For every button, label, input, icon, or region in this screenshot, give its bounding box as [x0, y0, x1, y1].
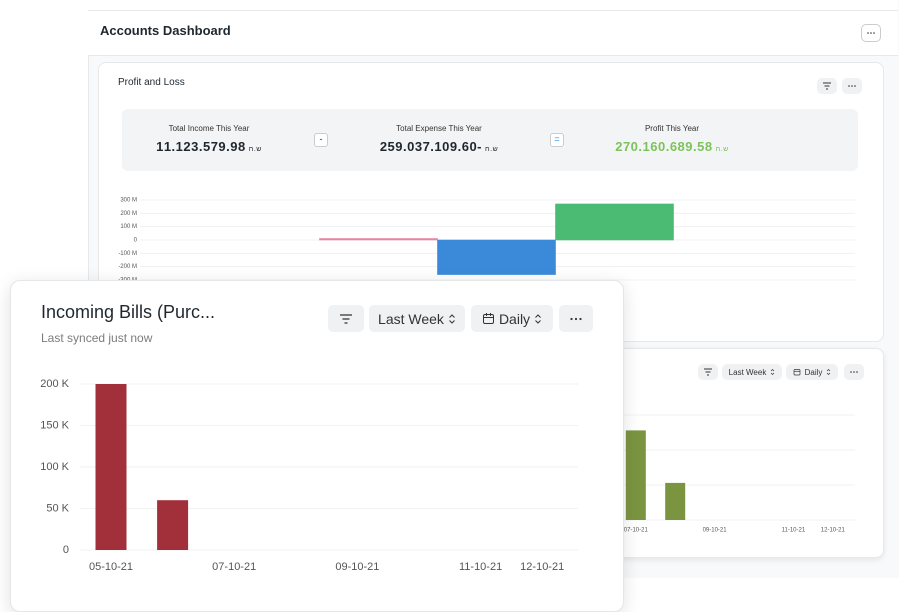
range-text: Last Week [728, 367, 767, 377]
y-tick-label: 300 M [120, 198, 137, 204]
calendar-icon [482, 313, 494, 324]
bar [95, 384, 127, 550]
y-tick-label: 100 M [120, 224, 137, 230]
y-tick-label: 200 M [120, 211, 137, 217]
bar [665, 482, 686, 520]
summary-label: Total Expense This Year [396, 124, 482, 133]
summary-value: 259.037.109.60- ש.ח [329, 139, 549, 154]
y-tick-label: 50 K [46, 502, 69, 514]
filter-button[interactable] [817, 78, 837, 94]
y-tick-label: 150 K [40, 419, 69, 431]
filter-icon [823, 82, 831, 90]
summary-currency: ש.ח [715, 146, 729, 153]
x-tick-label: 12-10-21 [520, 561, 564, 573]
filter-button[interactable] [698, 364, 718, 380]
menu-button[interactable] [842, 78, 862, 94]
y-tick-label: 200 K [40, 378, 69, 390]
filter-button[interactable] [328, 305, 364, 332]
range-select[interactable]: Last Week [369, 305, 465, 332]
bar [555, 203, 674, 241]
x-tick-label: 07-10-21 [624, 528, 649, 534]
summary-amount: 259.037.109.60- [379, 139, 483, 154]
ellipsis-icon [570, 317, 582, 320]
interval-text: Daily [498, 310, 531, 327]
summary-label: Total Income This Year [168, 124, 250, 133]
bar [319, 238, 438, 241]
calendar-icon [793, 369, 800, 376]
summary-amount: 270.160.689.58 [615, 139, 713, 154]
chevron-icon [449, 313, 455, 324]
summary-amount: 11.123.579.98 [156, 139, 246, 154]
ellipsis-icon [850, 371, 858, 373]
range-select[interactable]: Last Week [722, 364, 782, 380]
y-tick-label: 0 [134, 238, 138, 244]
summary-item: Total Income This Year 11.123.579.98 ש.ח [99, 124, 319, 154]
summary-item: Profit This Year 270.160.689.58 ש.ח [562, 124, 782, 154]
x-tick-label: 11-10-21 [459, 561, 502, 573]
chevron-icon [771, 369, 775, 375]
summary-value: 270.160.689.58 ש.ח [562, 139, 782, 154]
menu-button[interactable] [559, 305, 593, 332]
y-tick-label: 100 K [40, 461, 69, 473]
x-tick-label: 07-10-21 [212, 561, 256, 573]
x-tick-label: 09-10-21 [335, 561, 379, 573]
bar [625, 430, 646, 520]
menu-button[interactable] [861, 24, 881, 42]
interval-text: Daily [804, 367, 823, 377]
summary-currency: ש.ח [485, 146, 499, 153]
operator: = [550, 133, 564, 147]
summary-label: Profit This Year [644, 124, 700, 133]
x-tick-label: 09-10-21 [703, 528, 728, 534]
summary-item: Total Expense This Year 259.037.109.60- ש.… [329, 124, 549, 154]
top-bar [88, 0, 898, 11]
y-tick-label: 0 [63, 544, 69, 556]
y-tick-label: -100 M [118, 251, 137, 257]
operator: - [314, 133, 328, 147]
x-tick-label: 12-10-21 [821, 528, 846, 534]
filter-icon [704, 368, 712, 376]
header [88, 11, 898, 56]
chevron-icon [535, 313, 541, 324]
card-title: Incoming Bills (Purc... [41, 302, 216, 322]
y-tick-label: -200 M [118, 264, 137, 270]
card-title: Profit and Loss [118, 77, 185, 88]
interval-select[interactable]: Daily [471, 305, 553, 332]
x-tick-label: 11-10-21 [782, 528, 806, 534]
ellipsis-icon [848, 85, 856, 87]
dashboard-title: Accounts Dashboard [100, 23, 231, 38]
filter-icon [340, 313, 352, 324]
range-text: Last Week [378, 310, 444, 327]
bar [157, 500, 189, 550]
summary-currency: ש.ח [248, 146, 262, 153]
ellipsis-icon [867, 32, 875, 34]
interval-select[interactable]: Daily [786, 364, 838, 380]
x-tick-label: 05-10-21 [89, 561, 133, 573]
chevron-icon [827, 369, 831, 375]
bar [437, 239, 556, 275]
card-subtitle: Last synced just now [41, 331, 153, 345]
summary-value: 11.123.579.98 ש.ח [99, 139, 319, 154]
summary-box [122, 109, 858, 171]
menu-button[interactable] [844, 364, 864, 380]
